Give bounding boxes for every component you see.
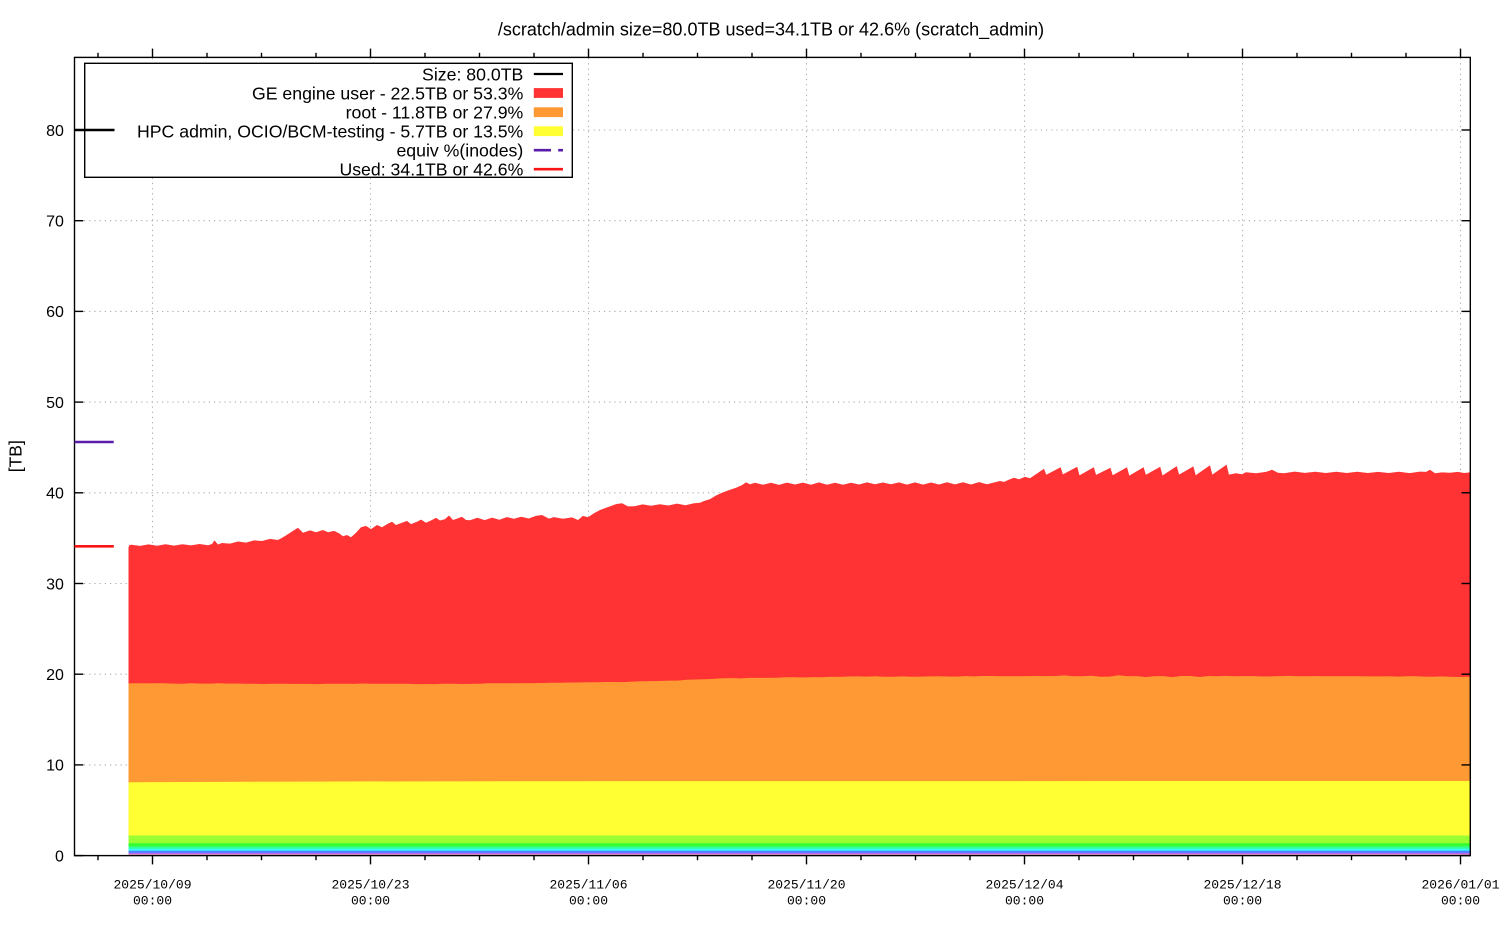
svg-text:/scratch/admin size=80.0TB use: /scratch/admin size=80.0TB used=34.1TB o… (498, 20, 1044, 41)
svg-text:00:00: 00:00 (351, 894, 390, 909)
svg-text:60: 60 (46, 304, 64, 321)
svg-text:80: 80 (46, 123, 64, 140)
svg-text:00:00: 00:00 (1223, 894, 1262, 909)
svg-text:2025/11/20: 2025/11/20 (767, 878, 845, 893)
svg-text:00:00: 00:00 (569, 894, 608, 909)
svg-text:Used: 34.1TB or 42.6%: Used: 34.1TB or 42.6% (339, 160, 523, 180)
svg-text:2025/12/04: 2025/12/04 (985, 878, 1063, 893)
svg-text:00:00: 00:00 (1005, 894, 1044, 909)
svg-text:GE engine user - 22.5TB or 53.: GE engine user - 22.5TB or 53.3% (252, 83, 524, 103)
svg-text:2025/12/18: 2025/12/18 (1203, 878, 1281, 893)
svg-text:00:00: 00:00 (133, 894, 172, 909)
svg-text:HPC admin, OCIO/BCM-testing -: HPC admin, OCIO/BCM-testing - 5.7TB or 1… (137, 122, 524, 142)
svg-text:[TB]: [TB] (6, 440, 26, 472)
svg-text:equiv %(inodes): equiv %(inodes) (396, 141, 523, 161)
svg-text:0: 0 (55, 848, 64, 865)
svg-text:2025/10/09: 2025/10/09 (113, 878, 191, 893)
svg-text:root - 11.8TB or 27.9%: root - 11.8TB or 27.9% (346, 103, 524, 123)
svg-text:00:00: 00:00 (1441, 894, 1480, 909)
svg-text:50: 50 (46, 395, 64, 412)
svg-text:Size: 80.0TB: Size: 80.0TB (422, 64, 523, 84)
svg-text:10: 10 (46, 758, 64, 775)
svg-text:2026/01/01: 2026/01/01 (1421, 878, 1499, 893)
svg-text:40: 40 (46, 486, 64, 503)
svg-text:2025/11/06: 2025/11/06 (549, 878, 627, 893)
svg-text:30: 30 (46, 576, 64, 593)
svg-text:20: 20 (46, 667, 64, 684)
svg-text:70: 70 (46, 214, 64, 231)
svg-text:00:00: 00:00 (787, 894, 826, 909)
svg-text:2025/10/23: 2025/10/23 (331, 878, 409, 893)
